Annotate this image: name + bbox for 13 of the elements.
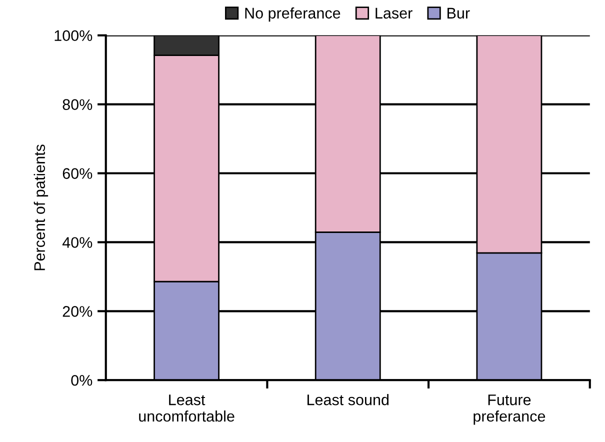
y-tick-label: 0% <box>71 374 92 386</box>
legend-label: No preferance <box>245 7 340 22</box>
y-tick-label: 100% <box>54 30 92 42</box>
legend-label: Laser <box>376 8 412 19</box>
x-tick-label: Least uncomfortable <box>139 394 234 422</box>
y-tick-label: 20% <box>62 306 92 317</box>
x-tick-label: Future preferance <box>474 394 546 425</box>
y-axis-title: Percent of patients <box>34 144 48 270</box>
x-tick-label: Least sound <box>308 394 389 406</box>
legend-label: Bur <box>448 8 470 19</box>
y-tick-label: 80% <box>62 99 92 110</box>
y-tick-label: 60% <box>62 168 92 179</box>
y-tick-label: 40% <box>62 237 92 248</box>
